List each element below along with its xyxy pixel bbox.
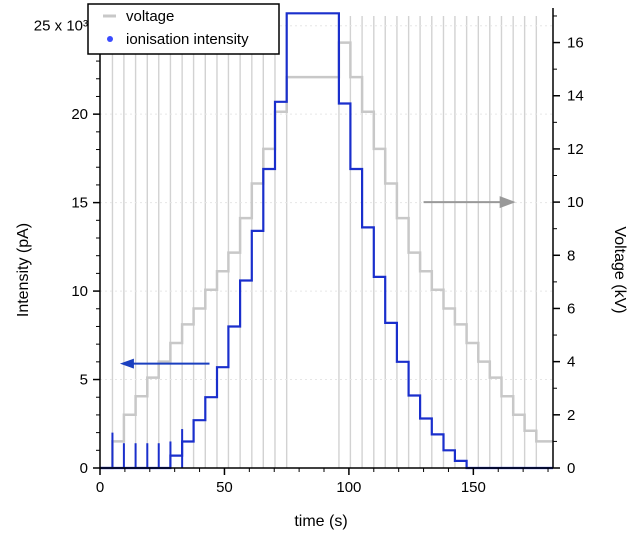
y-tick-label: 20 — [71, 106, 88, 123]
y2-tick-label: 14 — [567, 88, 584, 105]
y2-tick-label: 4 — [567, 354, 575, 371]
series-ionisation-intensity-line — [100, 12, 553, 470]
legend-intensity-swatch — [107, 36, 113, 42]
legend-voltage-label: voltage — [126, 8, 174, 25]
y-tick-label: 10 — [71, 283, 88, 300]
y2-tick-label: 6 — [567, 300, 575, 317]
y-tick-label: 25 x 10³ — [34, 18, 88, 35]
x-tick-label: 150 — [461, 479, 486, 496]
y-tick-label: 15 — [71, 195, 88, 212]
y-tick-label: 0 — [80, 460, 88, 477]
y2-tick-label: 8 — [567, 247, 575, 264]
axes: 0 50 100 150 0 5 10 15 20 25 x 10³ 0 2 4 6 8 10 12 14 16 — [34, 8, 584, 496]
series-layer — [100, 12, 553, 470]
x-tick-label: 100 — [336, 479, 361, 496]
intensity-arrow-head — [119, 358, 134, 369]
x-tick-label: 0 — [96, 479, 104, 496]
x-axis-title: time (s) — [294, 513, 347, 530]
series-voltage-line — [100, 41, 553, 470]
y2-axis-title: Voltage (kV) — [611, 226, 628, 313]
legend-intensity-label: ionisation intensity — [126, 31, 249, 48]
y2-tick-label: 12 — [567, 141, 584, 158]
y-tick-label: 5 — [80, 372, 88, 389]
x-tick-label: 50 — [216, 479, 233, 496]
gridlines — [100, 16, 553, 468]
legend-box — [87, 3, 280, 55]
legend: voltage ionisation intensity — [87, 3, 280, 55]
y2-tick-label: 16 — [567, 35, 584, 52]
y-axis-title: Intensity (pA) — [15, 223, 32, 317]
y2-tick-label: 0 — [567, 460, 575, 477]
y2-tick-label: 10 — [567, 194, 584, 211]
annotation-arrows — [119, 196, 516, 369]
y2-tick-label: 2 — [567, 407, 575, 424]
voltage-arrow-head — [499, 196, 516, 209]
